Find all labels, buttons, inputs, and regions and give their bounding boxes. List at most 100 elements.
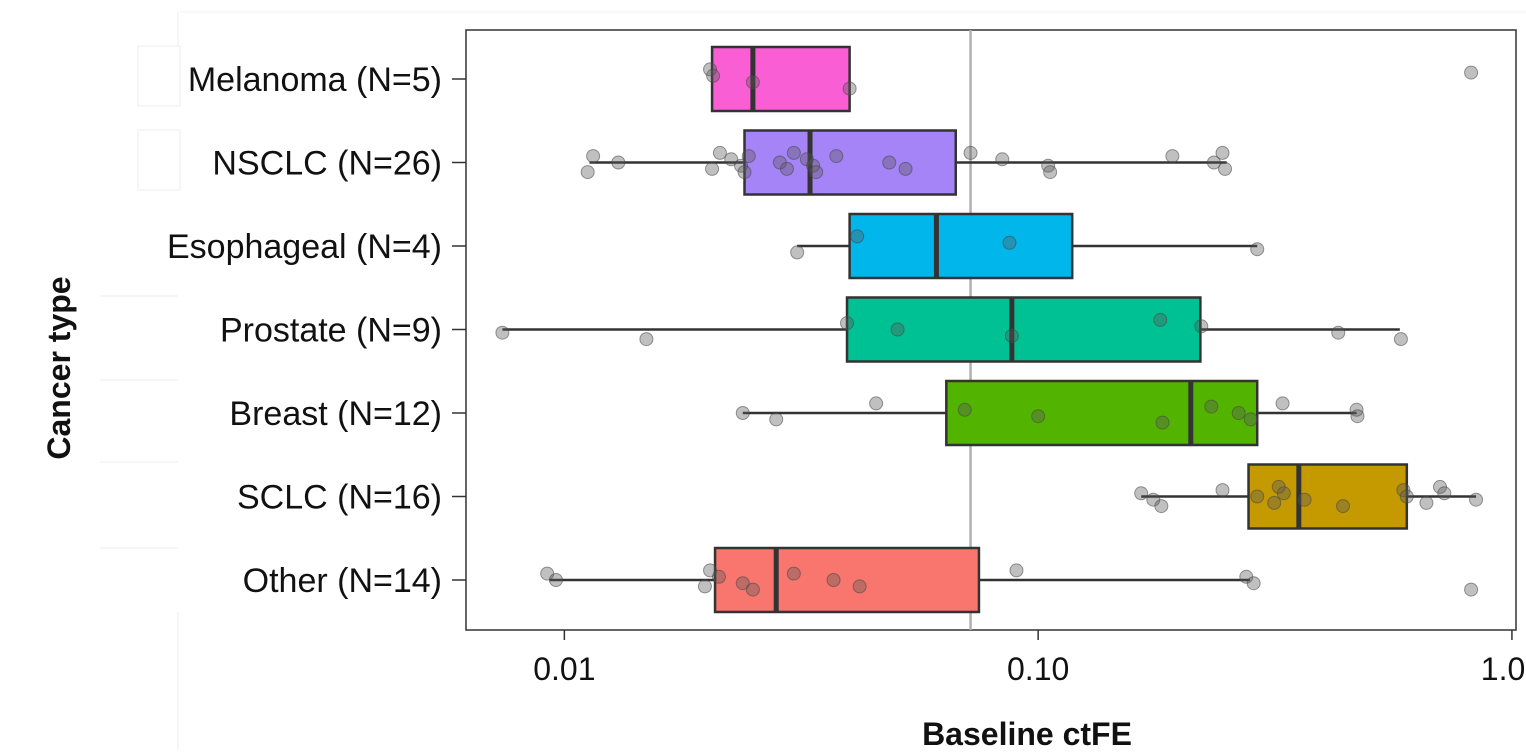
data-point (706, 68, 721, 83)
data-point (611, 155, 626, 170)
category-label: SCLC (N=16) (237, 479, 442, 517)
data-point (1437, 486, 1452, 501)
data-point (580, 165, 595, 180)
box-group (549, 546, 1250, 614)
data-point (1215, 145, 1230, 160)
category-label: NSCLC (N=26) (212, 145, 442, 183)
data-point (1004, 328, 1019, 343)
data-point (1464, 65, 1479, 80)
box (743, 129, 957, 196)
data-point (1469, 492, 1484, 507)
data-point (1043, 165, 1058, 180)
axis-layer: Melanoma (N=5) NSCLC (N=26) Esophageal (N=… (167, 61, 1526, 687)
data-point (1009, 563, 1024, 578)
data-point (711, 569, 726, 584)
data-point (586, 149, 601, 164)
box (848, 212, 1074, 280)
data-point (1267, 495, 1282, 510)
data-point (963, 145, 978, 160)
data-point (639, 332, 654, 347)
data-point (890, 322, 905, 337)
data-point (840, 316, 855, 331)
data-point (745, 75, 760, 90)
data-point (1002, 235, 1017, 250)
decorative-fragments (100, 11, 1526, 750)
box-group (589, 129, 1227, 196)
data-point (735, 406, 750, 420)
data-point (779, 161, 794, 176)
data-point (735, 576, 750, 591)
data-point (1419, 495, 1434, 510)
data-point (809, 165, 824, 180)
box-group (710, 45, 851, 113)
y-axis-title: Cancer type (41, 276, 77, 459)
data-point (769, 412, 784, 427)
data-point (869, 396, 884, 411)
data-point (703, 62, 718, 77)
box (945, 379, 1259, 447)
data-point (852, 579, 867, 594)
data-point (829, 149, 844, 164)
data-point (1215, 483, 1230, 498)
data-point (1331, 325, 1346, 340)
data-point (697, 579, 712, 594)
data-point (957, 402, 972, 417)
data-point (1134, 486, 1149, 501)
data-point (1243, 412, 1258, 427)
data-point (1031, 409, 1046, 424)
data-point (1250, 242, 1265, 257)
data-point (786, 145, 801, 160)
data-point (1194, 319, 1209, 334)
data-point (1350, 409, 1365, 424)
data-point (1399, 489, 1414, 504)
box (710, 45, 851, 113)
data-point (790, 245, 805, 260)
box-group (742, 379, 1357, 447)
data-point (1165, 149, 1180, 164)
data-point (1250, 489, 1265, 504)
x-tick-label: 0.01 (533, 651, 595, 687)
data-point (1335, 499, 1350, 514)
data-point (741, 149, 756, 164)
data-point (1231, 406, 1246, 420)
boxes-layer (502, 45, 1477, 614)
x-tick-label: 0.10 (1007, 651, 1069, 687)
data-point (842, 81, 857, 96)
data-point (705, 161, 720, 176)
data-point (1155, 415, 1170, 430)
category-label: Prostate (N=9) (220, 312, 442, 350)
data-point (1275, 396, 1290, 411)
data-point (548, 573, 563, 587)
data-point (898, 161, 913, 176)
data-point (786, 566, 801, 581)
data-point (1153, 312, 1168, 327)
data-point (1246, 576, 1261, 591)
box (713, 546, 981, 614)
data-point (995, 152, 1010, 167)
points-layer (495, 62, 1484, 597)
data-point (734, 158, 749, 173)
data-point (1218, 161, 1233, 176)
data-point (1154, 499, 1169, 514)
data-point (806, 158, 821, 173)
data-point (1276, 486, 1291, 501)
data-point (1464, 582, 1479, 597)
data-point (737, 165, 752, 180)
box (845, 296, 1202, 363)
x-tick-label: 1.00 (1481, 651, 1526, 687)
data-point (850, 229, 865, 244)
data-point (1393, 332, 1408, 347)
category-label: Melanoma (N=5) (188, 61, 442, 99)
data-point (1297, 492, 1312, 507)
data-point (712, 145, 727, 160)
category-label: Other (N=14) (243, 562, 442, 600)
data-point (1396, 483, 1411, 498)
data-point (882, 155, 897, 170)
category-label: Esophageal (N=4) (167, 228, 442, 266)
data-point (826, 573, 841, 587)
data-point (745, 582, 760, 597)
data-point (724, 152, 739, 167)
data-point (495, 325, 510, 340)
x-axis-title: Baseline ctFE (922, 716, 1132, 752)
